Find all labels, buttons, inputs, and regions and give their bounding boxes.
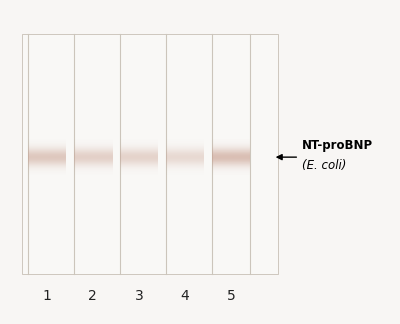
Text: 3: 3 <box>135 289 144 304</box>
Text: NT-proBNP: NT-proBNP <box>302 139 373 152</box>
Text: 4: 4 <box>180 289 189 304</box>
Text: 5: 5 <box>227 289 236 304</box>
Bar <box>22 34 278 274</box>
Text: (E. coli): (E. coli) <box>302 159 346 172</box>
Text: 1: 1 <box>43 289 52 304</box>
Text: 2: 2 <box>88 289 97 304</box>
